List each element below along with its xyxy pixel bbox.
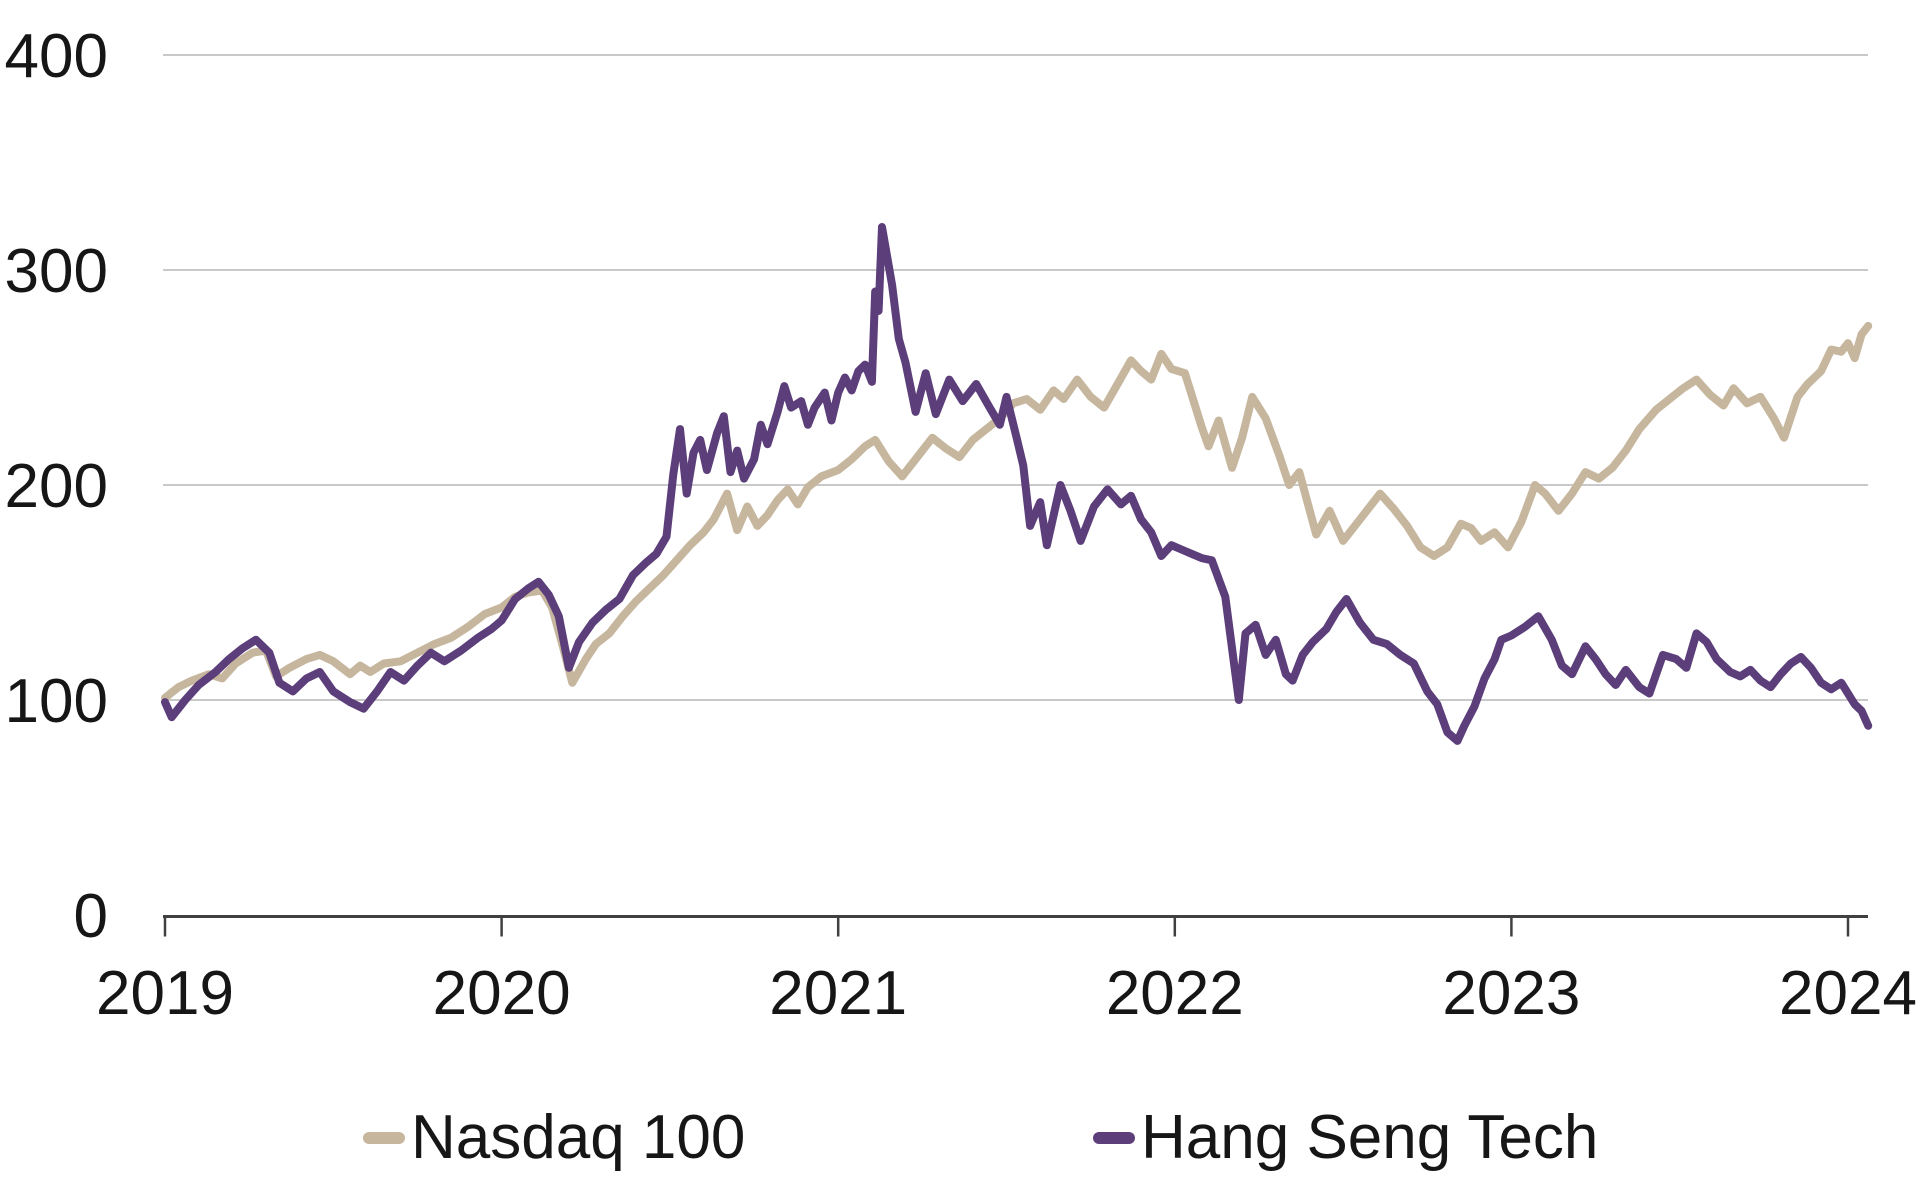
x-tick-label-2019: 2019 [96,959,234,1028]
x-axis [163,915,1868,937]
legend-item-hang-seng-tech: Hang Seng Tech [1093,1096,1598,1180]
x-tick-label-2022: 2022 [1106,959,1244,1028]
legend-label-hang-seng-tech: Hang Seng Tech [1141,1103,1599,1172]
series-line-nasdaq-100 [161,321,1873,702]
y-tick-label-300: 300 [5,237,108,306]
y-tick-label-400: 400 [5,22,108,91]
y-axis-labels: 0 100 200 300 400 [5,22,108,951]
series-line-hang-seng-tech [161,223,1873,745]
x-axis-labels: 2019 2020 2021 2022 2023 2024 [96,959,1917,1028]
legend: Nasdaq 100 Hang Seng Tech [0,1096,1920,1180]
y-tick-label-100: 100 [5,667,108,736]
legend-label-nasdaq-100: Nasdaq 100 [411,1103,746,1172]
x-tick-label-2023: 2023 [1442,959,1580,1028]
x-tick-label-2024: 2024 [1779,959,1917,1028]
x-tick-label-2021: 2021 [769,959,907,1028]
x-tick-label-2020: 2020 [433,959,571,1028]
y-tick-label-0: 0 [74,882,108,951]
legend-item-nasdaq-100: Nasdaq 100 [363,1096,745,1180]
y-tick-label-200: 200 [5,452,108,521]
gridlines [163,54,1868,701]
legend-swatch-nasdaq-100 [363,1132,405,1144]
legend-swatch-hang-seng-tech [1093,1132,1135,1144]
